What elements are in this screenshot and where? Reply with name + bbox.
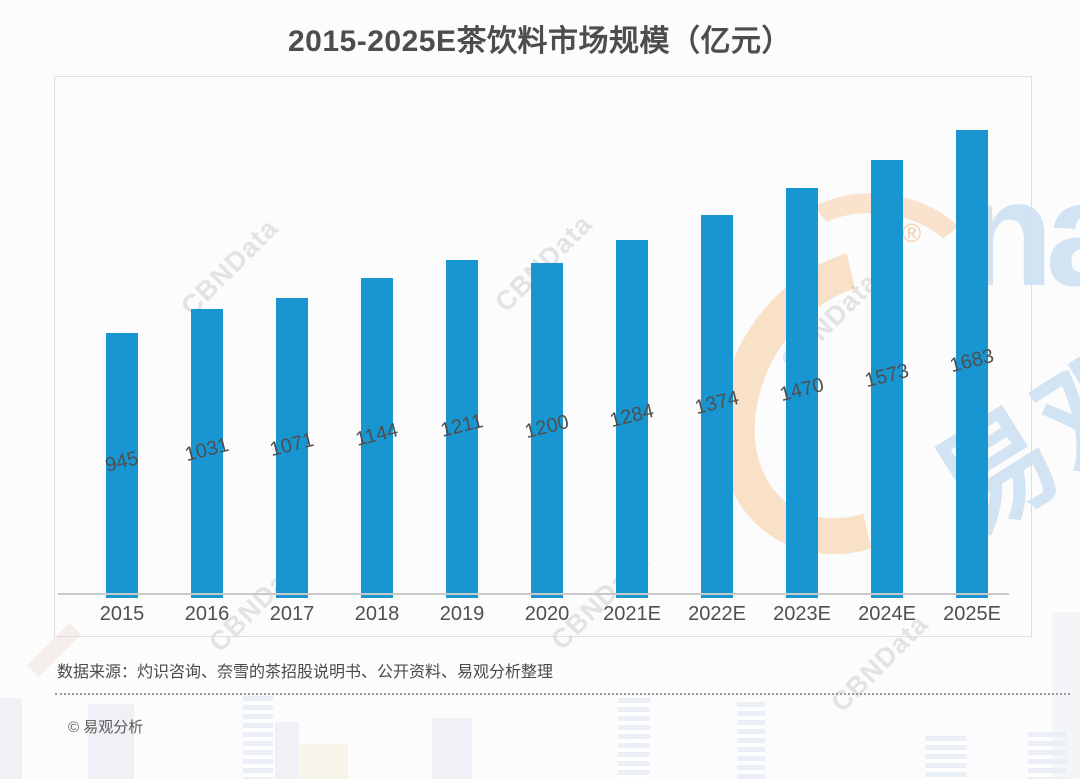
bar bbox=[446, 260, 478, 598]
x-tick-label: 2020 bbox=[524, 603, 570, 625]
bar bbox=[531, 263, 563, 598]
x-tick-label: 2022E bbox=[688, 603, 746, 625]
skyline-watermark bbox=[432, 718, 472, 779]
skyline-watermark bbox=[275, 722, 299, 779]
bar bbox=[361, 278, 393, 598]
copyright-note: © 易观分析 bbox=[68, 719, 144, 736]
x-tick-label: 2017 bbox=[269, 603, 315, 625]
bar bbox=[106, 333, 138, 598]
skyline-watermark bbox=[1052, 612, 1080, 779]
bar bbox=[616, 240, 648, 598]
skyline-watermark bbox=[925, 736, 967, 779]
skyline-watermark bbox=[1028, 732, 1066, 779]
bar bbox=[276, 298, 308, 598]
skyline-watermark bbox=[243, 696, 273, 779]
plot-panel: 945 2015 1031 2016 1071 2017 1144 2018 1211 2019 1… bbox=[54, 76, 1032, 637]
x-tick-label: 2018 bbox=[354, 603, 400, 625]
x-tick-label: 2021E bbox=[603, 603, 661, 625]
bar bbox=[871, 160, 903, 598]
skyline-watermark bbox=[737, 702, 765, 779]
x-tick-label: 2024E bbox=[858, 603, 916, 625]
bar bbox=[956, 130, 988, 598]
x-tick-label: 2016 bbox=[184, 603, 230, 625]
x-tick-label: 2015 bbox=[99, 603, 145, 625]
bar bbox=[786, 188, 818, 598]
x-tick-label: 2023E bbox=[773, 603, 831, 625]
x-tick-label: 2025E bbox=[943, 603, 1001, 625]
skyline-watermark bbox=[300, 744, 348, 779]
x-axis-line bbox=[58, 593, 1009, 595]
skyline-watermark bbox=[0, 698, 22, 779]
bar bbox=[191, 309, 223, 598]
source-note: 数据来源：灼识咨询、奈雪的茶招股说明书、公开资料、易观分析整理 bbox=[57, 664, 554, 681]
bar bbox=[701, 215, 733, 598]
x-tick-label: 2019 bbox=[439, 603, 485, 625]
skyline-watermark bbox=[618, 698, 650, 779]
plot-area: 945 2015 1031 2016 1071 2017 1144 2018 1211 2019 1… bbox=[55, 77, 1031, 636]
chart-title: 2015-2025E茶饮料市场规模（亿元） bbox=[288, 25, 792, 58]
footer-divider bbox=[55, 693, 1070, 695]
